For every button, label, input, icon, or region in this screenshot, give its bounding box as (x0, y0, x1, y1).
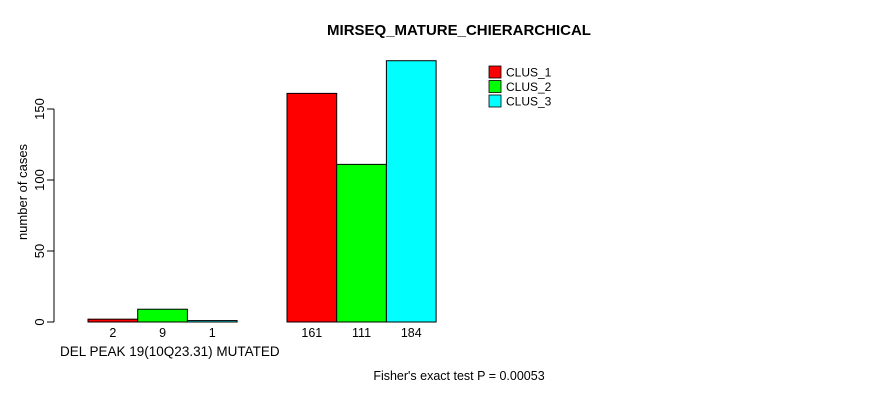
bar-clus_3-group1 (186, 320, 238, 323)
bar-clus_2-group1 (137, 308, 188, 323)
bar-value-label: 111 (352, 326, 371, 340)
y-axis-label: number of cases (15, 143, 30, 240)
y-axis-tick-label: 150 (32, 98, 47, 120)
legend-label-clus_3: CLUS_3 (506, 95, 552, 109)
bar-value-label: 2 (109, 326, 116, 340)
legend-swatch-clus_3 (488, 94, 502, 108)
y-axis-tick-label: 0 (32, 318, 47, 325)
legend-label-clus_1: CLUS_1 (506, 66, 552, 80)
legend-swatch-clus_1 (488, 65, 502, 79)
y-axis-tick-label: 50 (32, 244, 47, 258)
chart-title: MIRSEQ_MATURE_CHIERARCHICAL (327, 22, 591, 39)
bar-value-label: 1 (209, 326, 216, 340)
y-axis-tick-label: 100 (32, 169, 47, 191)
legend-label-clus_2: CLUS_2 (506, 80, 552, 94)
bar-value-label: 161 (301, 326, 322, 340)
bar-value-label: 9 (159, 326, 166, 340)
bar-clus_1-group1 (87, 318, 139, 323)
x-axis-label: DEL PEAK 19(10Q23.31) MUTATED (60, 344, 280, 359)
bar-value-label: 184 (401, 326, 422, 340)
fisher-test-note: Fisher's exact test P = 0.00053 (373, 369, 544, 383)
y-axis: 0 50 100 150 (32, 98, 55, 326)
bar-clus_1-group2 (286, 92, 338, 323)
legend-swatch-clus_2 (488, 80, 502, 93)
bar-clus_3-group2 (385, 60, 437, 323)
bar-clus_2-group2 (336, 163, 387, 323)
